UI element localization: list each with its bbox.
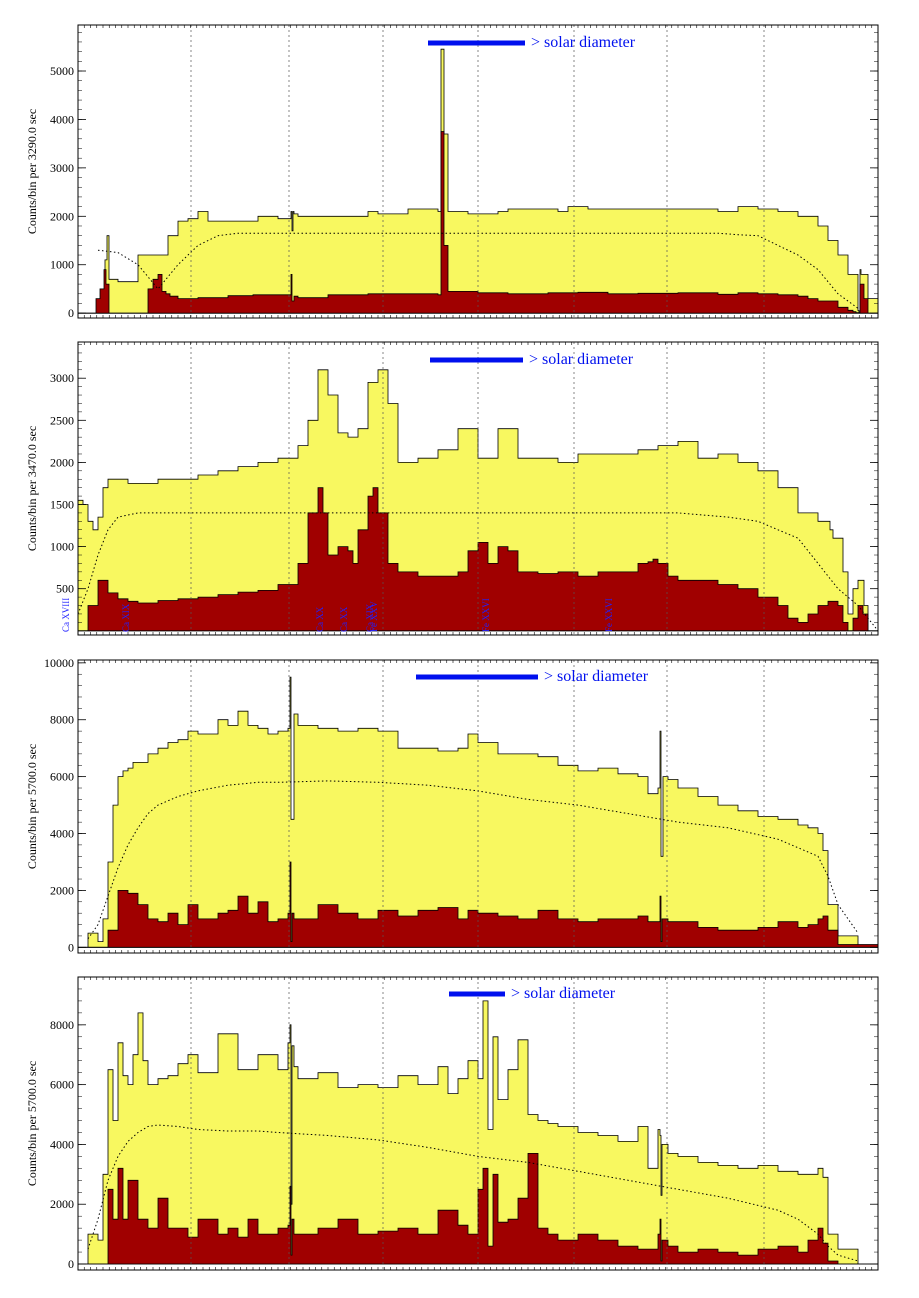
y-axis-label: Counts/bin per 3290.0 sec xyxy=(25,109,39,234)
y-tick-label: 3000 xyxy=(50,371,74,385)
y-tick-label: 4000 xyxy=(50,827,74,841)
series-total-area xyxy=(78,48,878,314)
series-soft-area xyxy=(78,131,878,314)
y-tick-label: 4000 xyxy=(50,1137,74,1151)
series-model-line xyxy=(87,780,859,940)
panel-4: 0 2000 4000 6000 8000 Counts/bin per 5700.0 s… xyxy=(25,976,879,1271)
y-axis-label: Counts/bin per 5700.0 sec xyxy=(25,1061,39,1186)
y-tick-label: 2500 xyxy=(50,413,74,427)
line-label: Fe XXVI xyxy=(481,598,491,632)
panel-1: 0 1000 2000 3000 4000 5000 Counts/bin per 3290… xyxy=(25,24,879,320)
solar-diameter-label: > solar diameter xyxy=(531,34,636,51)
line-label: Ca XIX xyxy=(121,603,131,632)
y-tick-label: 8000 xyxy=(50,713,74,727)
y-tick-label: 500 xyxy=(56,582,74,596)
y-tick-label: 2000 xyxy=(50,209,74,223)
plot-area-3 xyxy=(78,660,878,953)
y-tick-label: 0 xyxy=(68,306,74,320)
plot-area-4 xyxy=(78,977,878,1270)
y-tick-label: 0 xyxy=(68,940,74,954)
y-tick-label: 6000 xyxy=(50,1078,74,1092)
solar-diameter-label: > solar diameter xyxy=(544,668,649,685)
y-tick-label: 2000 xyxy=(50,1197,74,1211)
y-tick-label: 6000 xyxy=(50,770,74,784)
y-tick-label: 2000 xyxy=(50,455,74,469)
y-tick-label: 8000 xyxy=(50,1018,74,1032)
solar-diameter-label: > solar diameter xyxy=(529,351,634,368)
line-label: Fe XXV xyxy=(369,601,379,632)
series-soft-area xyxy=(78,861,878,948)
plot-area-2 xyxy=(78,342,878,635)
y-tick-label: 10000 xyxy=(44,656,74,670)
line-label: Ca XIX xyxy=(365,603,375,632)
y-axis-label: Counts/bin per 3470.0 sec xyxy=(25,426,39,551)
y-tick-label: 2000 xyxy=(50,883,74,897)
line-label: Ca XX xyxy=(339,606,349,632)
y-tick-label: 1000 xyxy=(50,258,74,272)
series-soft-area xyxy=(78,487,878,632)
plot-area-1 xyxy=(78,25,878,318)
series-model-line xyxy=(87,1124,859,1262)
series-total-area xyxy=(78,369,878,632)
y-tick-label: 1000 xyxy=(50,540,74,554)
panel-3: 0 2000 4000 6000 8000 10000 Counts/bin per 570… xyxy=(25,656,879,954)
series-model-line xyxy=(97,232,859,309)
y-axis-label: Counts/bin per 5700.0 sec xyxy=(25,744,39,869)
series-total-area xyxy=(78,676,878,948)
line-label: Ca XX xyxy=(315,606,325,632)
line-label: Ca XVIII xyxy=(61,598,71,632)
y-tick-label: 3000 xyxy=(50,161,74,175)
line-label: Fe XXVI xyxy=(604,598,614,632)
solar-diameter-label: > solar diameter xyxy=(511,985,616,1002)
y-tick-label: 5000 xyxy=(50,64,74,78)
y-tick-label: 1500 xyxy=(50,497,74,511)
y-tick-label: 4000 xyxy=(50,112,74,126)
y-tick-label: 0 xyxy=(68,1257,74,1271)
panel-2: 500 1000 1500 2000 2500 3000 Counts/bin per 34… xyxy=(25,341,879,636)
